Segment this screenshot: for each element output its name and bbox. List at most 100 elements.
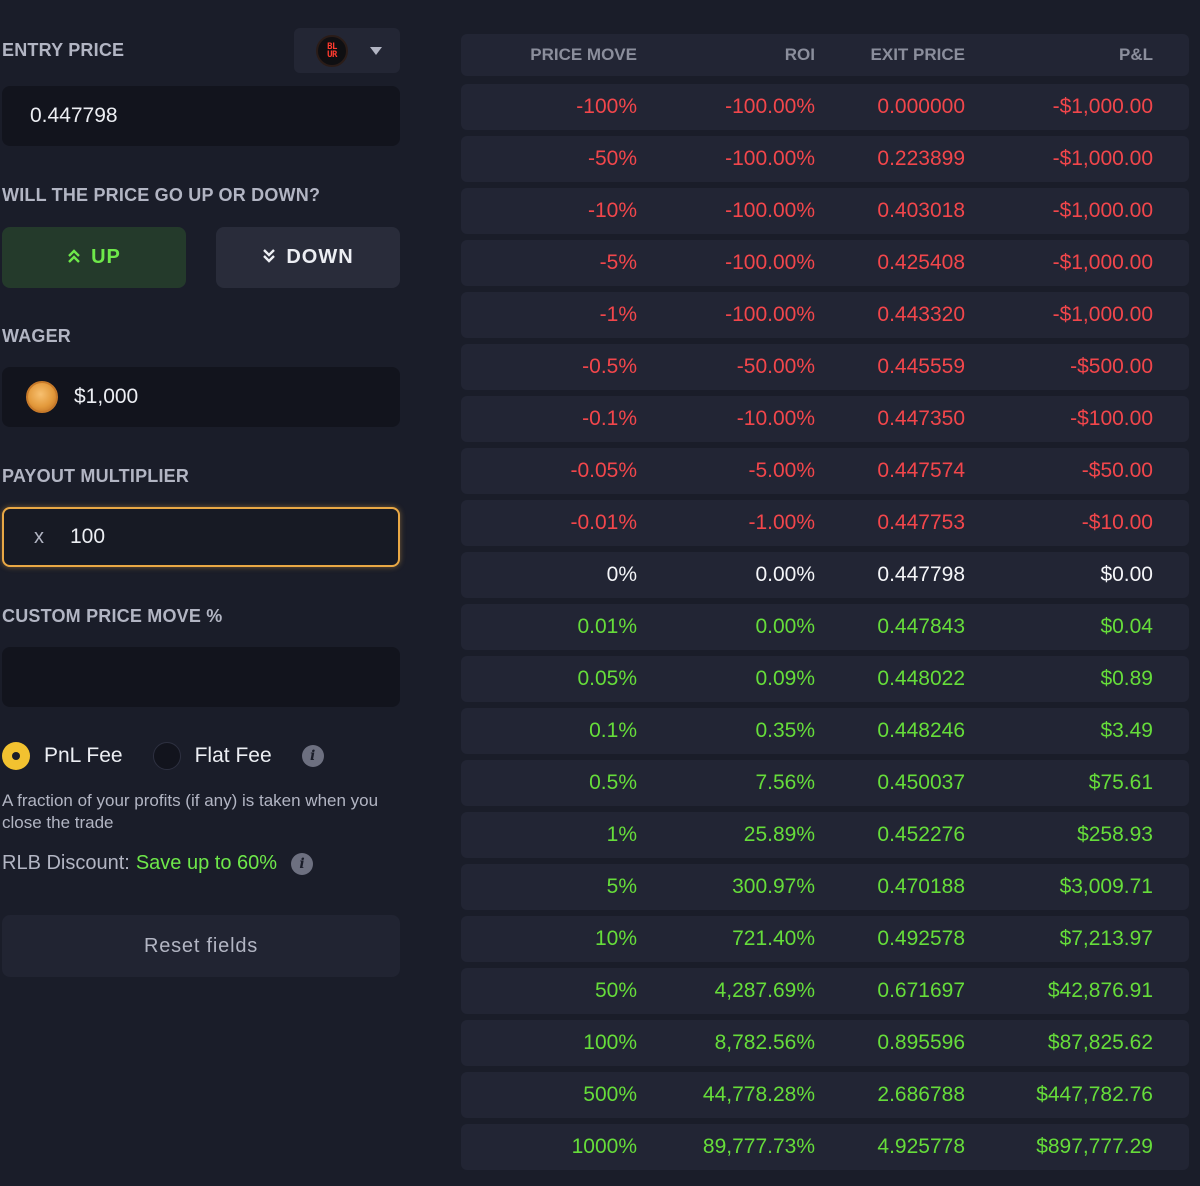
price-move-cell: 0.05% <box>577 667 637 690</box>
table-body: -100% -100.00% 0.000000 -$1,000.00 -50% -100.… <box>461 84 1189 1170</box>
price-move-table: PRICE MOVE ROI EXIT PRICE P&L -100% -100.… <box>461 34 1189 1176</box>
table-row: 5% 300.97% 0.470188 $3,009.71 <box>461 864 1189 910</box>
exit-price-cell: 0.895596 <box>877 1031 965 1054</box>
roi-cell: -5.00% <box>748 459 815 482</box>
save-up-to-link[interactable]: Save up to 60% <box>135 852 278 874</box>
table-row: 0.01% 0.00% 0.447843 $0.04 <box>461 604 1189 650</box>
exit-price-cell: 0.448246 <box>877 719 965 742</box>
rlb-discount: RLB Discount: Save up to 60% i <box>2 852 314 875</box>
flat-fee-radio[interactable] <box>152 742 181 770</box>
entry-price-label: ENTRY PRICE <box>2 40 125 60</box>
pnl-cell: -$500.00 <box>1070 355 1153 378</box>
price-move-cell: 10% <box>594 927 637 950</box>
pnl-cell: -$1,000.00 <box>1052 303 1153 326</box>
pnl-cell: $42,876.91 <box>1047 979 1153 1002</box>
table-row: -5% -100.00% 0.425408 -$1,000.00 <box>461 240 1189 286</box>
direction-label: WILL THE PRICE GO UP OR DOWN? <box>2 185 321 205</box>
roi-cell: 0.09% <box>755 667 815 690</box>
header-roi: ROI <box>784 45 815 64</box>
price-move-cell: -5% <box>599 251 637 274</box>
table-row: 0.1% 0.35% 0.448246 $3.49 <box>461 708 1189 754</box>
exit-price-cell: 0.448022 <box>877 667 965 690</box>
token-logo-text: BL UR <box>327 41 337 60</box>
wager-value: $1,000 <box>74 385 139 408</box>
header-pnl: P&L <box>1119 45 1153 64</box>
token-selector[interactable]: BL UR <box>294 28 400 73</box>
entry-price-value: 0.447798 <box>30 104 118 127</box>
table-row: 0.5% 7.56% 0.450037 $75.61 <box>461 760 1189 806</box>
up-button-label: UP <box>91 246 121 268</box>
table-header: PRICE MOVE ROI EXIT PRICE P&L <box>461 34 1189 76</box>
pnl-cell: $258.93 <box>1077 823 1153 846</box>
exit-price-cell: 0.000000 <box>877 95 965 118</box>
table-row: 50% 4,287.69% 0.671697 $42,876.91 <box>461 968 1189 1014</box>
pnl-cell: $0.04 <box>1100 615 1153 638</box>
roi-cell: -10.00% <box>736 407 815 430</box>
pnl-fee-radio[interactable] <box>2 742 30 770</box>
price-move-cell: 0.5% <box>589 771 637 794</box>
fee-description: A fraction of your profits (if any) is t… <box>2 791 379 832</box>
price-move-cell: 5% <box>606 875 637 898</box>
custom-price-move-input[interactable] <box>2 647 400 707</box>
price-move-cell: -0.5% <box>582 355 637 378</box>
exit-price-cell: 0.492578 <box>877 927 965 950</box>
pnl-cell: $3,009.71 <box>1059 875 1153 898</box>
caret-down-icon <box>370 46 382 55</box>
table-row: -100% -100.00% 0.000000 -$1,000.00 <box>461 84 1189 130</box>
wager-input[interactable]: $1,000 <box>2 367 400 427</box>
roi-cell: 44,778.28% <box>702 1083 815 1106</box>
table-row: 100% 8,782.56% 0.895596 $87,825.62 <box>461 1020 1189 1066</box>
payout-multiplier-input[interactable]: x 100 <box>2 507 400 567</box>
table-row: 10% 721.40% 0.492578 $7,213.97 <box>461 916 1189 962</box>
roi-cell: 0.35% <box>755 719 815 742</box>
roi-cell: 721.40% <box>732 927 815 950</box>
pnl-fee-label[interactable]: PnL Fee <box>44 744 123 767</box>
price-move-cell: 0% <box>606 563 637 586</box>
exit-price-cell: 2.686788 <box>877 1083 965 1106</box>
price-move-cell: 1% <box>606 823 637 846</box>
table-row: -0.01% -1.00% 0.447753 -$10.00 <box>461 500 1189 546</box>
roi-cell: -100.00% <box>725 95 815 118</box>
roi-cell: 0.00% <box>755 563 815 586</box>
fee-options: PnL Fee Flat Fee i <box>2 742 324 770</box>
pnl-cell: -$1,000.00 <box>1052 251 1153 274</box>
blur-token-icon: BL UR <box>316 34 348 67</box>
entry-price-input[interactable]: 0.447798 <box>2 86 400 146</box>
table-row: -0.5% -50.00% 0.445559 -$500.00 <box>461 344 1189 390</box>
exit-price-cell: 0.403018 <box>877 199 965 222</box>
multiplier-value: 100 <box>70 525 106 548</box>
roi-cell: 4,287.69% <box>714 979 815 1002</box>
price-move-cell: 0.1% <box>589 719 637 742</box>
discount-info-icon[interactable]: i <box>291 852 314 875</box>
exit-price-cell: 0.443320 <box>877 303 965 326</box>
roi-cell: -50.00% <box>736 355 815 378</box>
roi-cell: 89,777.73% <box>702 1135 815 1158</box>
double-chevron-up-icon <box>67 248 81 267</box>
pnl-cell: $75.61 <box>1088 771 1153 794</box>
up-button[interactable]: UP <box>2 227 186 288</box>
down-button[interactable]: DOWN <box>216 227 400 288</box>
reset-fields-button[interactable]: Reset fields <box>2 915 400 977</box>
payout-multiplier-label: PAYOUT MULTIPLIER <box>2 466 190 486</box>
pnl-cell: -$1,000.00 <box>1052 199 1153 222</box>
price-move-cell: -0.01% <box>570 511 637 534</box>
calculator-form: ENTRY PRICE BL UR 0.447798 WILL THE PRICE… <box>0 0 400 1186</box>
exit-price-cell: 0.447574 <box>877 459 965 482</box>
price-move-cell: -0.05% <box>570 459 637 482</box>
header-price-move: PRICE MOVE <box>530 45 637 64</box>
roi-cell: 25.89% <box>743 823 815 846</box>
pnl-cell: $7,213.97 <box>1059 927 1153 950</box>
price-move-cell: 100% <box>583 1031 637 1054</box>
multiplier-prefix: x <box>34 525 44 548</box>
double-chevron-down-icon <box>262 248 276 267</box>
table-row: -0.1% -10.00% 0.447350 -$100.00 <box>461 396 1189 442</box>
flat-fee-label[interactable]: Flat Fee <box>194 744 272 767</box>
exit-price-cell: 0.447350 <box>877 407 965 430</box>
fee-info-icon[interactable]: i <box>301 745 324 767</box>
table-row: 1% 25.89% 0.452276 $258.93 <box>461 812 1189 858</box>
roi-cell: 8,782.56% <box>714 1031 815 1054</box>
roi-cell: -100.00% <box>725 251 815 274</box>
roi-cell: -100.00% <box>725 303 815 326</box>
exit-price-cell: 0.671697 <box>877 979 965 1002</box>
